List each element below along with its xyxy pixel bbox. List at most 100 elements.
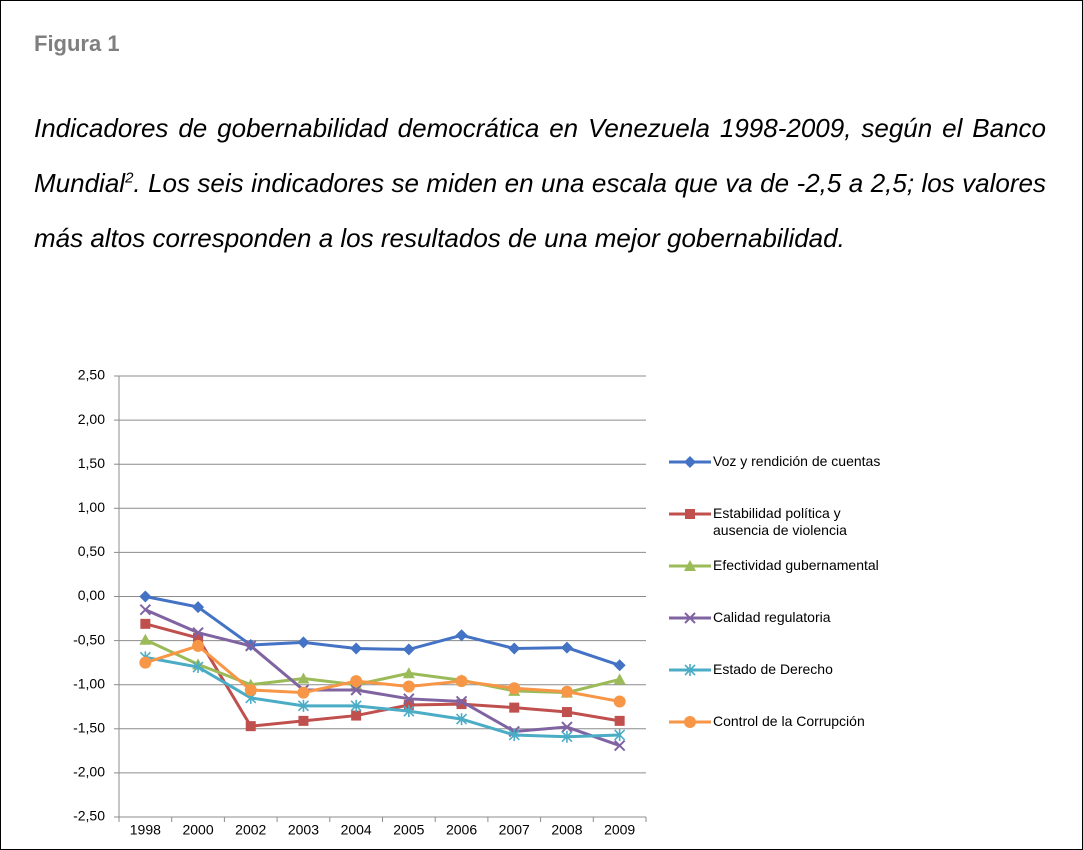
x-tick-label: 2009 xyxy=(604,822,635,838)
y-tick-label: 1,00 xyxy=(78,499,105,515)
marker xyxy=(192,626,204,639)
marker-shape xyxy=(139,604,152,616)
marker xyxy=(613,739,626,752)
marker-shape xyxy=(192,639,205,652)
marker xyxy=(614,728,626,741)
y-tick-label: -0,50 xyxy=(73,631,105,647)
x-tick-label: 2000 xyxy=(182,822,213,838)
marker xyxy=(245,721,256,732)
marker xyxy=(350,684,362,696)
marker-shape xyxy=(193,632,204,643)
marker xyxy=(613,695,626,708)
x-tick-label: 2003 xyxy=(288,822,319,838)
marker xyxy=(298,715,309,726)
y-tick-label: -1,50 xyxy=(73,720,105,736)
marker xyxy=(456,699,467,710)
marker xyxy=(139,633,152,645)
footnote-ref: 2 xyxy=(125,169,134,187)
marker xyxy=(139,656,152,669)
marker-shape xyxy=(561,707,572,718)
marker xyxy=(297,699,310,712)
marker xyxy=(455,675,468,688)
marker-shape xyxy=(508,682,521,695)
marker-shape xyxy=(244,683,257,696)
marker xyxy=(350,675,363,688)
marker-shape xyxy=(684,456,696,468)
series-line xyxy=(144,622,620,728)
marker xyxy=(297,672,310,684)
marker xyxy=(139,604,152,616)
marker-shape xyxy=(560,641,573,654)
y-tick-label: 0,00 xyxy=(78,587,105,603)
marker-shape xyxy=(402,667,415,679)
x-tick-label: 2006 xyxy=(446,822,477,838)
marker-shape xyxy=(139,656,152,669)
marker-shape xyxy=(297,672,310,684)
marker-shape xyxy=(614,728,626,741)
marker-shape xyxy=(684,612,696,624)
marker xyxy=(684,456,696,468)
marker-shape xyxy=(403,699,414,710)
marker xyxy=(508,642,521,655)
marker xyxy=(193,632,204,643)
marker xyxy=(684,664,696,676)
y-tick-label: -2,50 xyxy=(73,808,105,824)
marker-shape xyxy=(613,673,626,685)
marker xyxy=(613,659,626,672)
marker xyxy=(350,699,362,712)
marker xyxy=(402,643,415,656)
marker-shape xyxy=(455,675,468,688)
marker xyxy=(350,642,363,655)
marker xyxy=(351,710,362,721)
marker xyxy=(244,683,257,696)
figure-label: Figura 1 xyxy=(34,31,120,56)
marker xyxy=(684,716,696,728)
marker-shape xyxy=(560,685,573,698)
legend-label: Voz y rendición de cuentas xyxy=(713,453,880,469)
marker xyxy=(560,685,573,698)
x-tick-label: 2002 xyxy=(235,822,266,838)
y-tick-label: 0,50 xyxy=(78,543,105,559)
marker xyxy=(192,601,205,614)
marker xyxy=(561,730,573,743)
marker-shape xyxy=(245,721,256,732)
legend-label: Efectividad gubernamental xyxy=(713,557,879,573)
marker xyxy=(403,705,415,718)
caption-text: . Los seis indicadores se miden en una e… xyxy=(34,168,1046,253)
marker xyxy=(561,721,573,733)
marker-shape xyxy=(508,728,520,741)
marker-shape xyxy=(139,590,152,603)
marker xyxy=(403,699,414,710)
marker-shape xyxy=(403,705,415,718)
legend-label: Control de la Corrupción xyxy=(713,713,865,729)
marker-shape xyxy=(508,642,521,655)
marker xyxy=(508,682,521,695)
marker-shape xyxy=(350,675,363,688)
marker xyxy=(139,590,152,603)
marker-shape xyxy=(402,643,415,656)
marker-shape xyxy=(403,693,415,705)
marker-shape xyxy=(684,560,696,571)
marker xyxy=(455,695,468,708)
series-line xyxy=(144,638,621,695)
series-line xyxy=(145,655,620,739)
y-tick-label: -1,00 xyxy=(73,675,105,691)
caption: Indicadores de gobernabilidad democrátic… xyxy=(34,101,1046,266)
marker xyxy=(192,639,205,652)
marker-shape xyxy=(561,730,573,743)
x-tick-label: 2008 xyxy=(551,822,582,838)
marker-shape xyxy=(297,636,310,649)
x-tick-label: 2007 xyxy=(499,822,530,838)
marker-shape xyxy=(561,721,573,733)
marker-shape xyxy=(192,601,205,614)
marker-shape xyxy=(455,629,468,642)
marker xyxy=(561,707,572,718)
marker-shape xyxy=(613,739,626,752)
marker-shape xyxy=(140,618,151,629)
marker-shape xyxy=(297,699,310,712)
marker xyxy=(455,629,468,642)
marker-shape xyxy=(192,626,204,639)
marker-shape xyxy=(350,684,362,696)
